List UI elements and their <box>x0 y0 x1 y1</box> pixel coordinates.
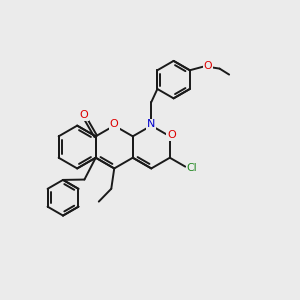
Text: Cl: Cl <box>187 163 197 173</box>
Text: O: O <box>80 110 88 120</box>
Text: N: N <box>147 119 155 129</box>
Text: O: O <box>203 61 212 71</box>
Text: O: O <box>167 130 176 140</box>
Text: O: O <box>110 119 118 129</box>
